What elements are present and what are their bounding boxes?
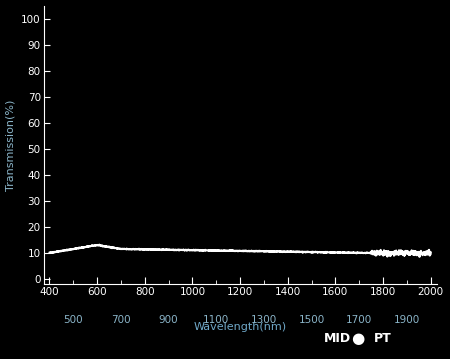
- X-axis label: Wavelength(nm): Wavelength(nm): [194, 322, 287, 332]
- Text: 1500: 1500: [298, 315, 325, 325]
- Text: ●: ●: [351, 331, 364, 346]
- Text: 1100: 1100: [203, 315, 230, 325]
- Text: 1900: 1900: [394, 315, 420, 325]
- Text: 1300: 1300: [251, 315, 277, 325]
- Y-axis label: Transmission(%): Transmission(%): [5, 99, 16, 191]
- Text: 1700: 1700: [346, 315, 372, 325]
- Text: 500: 500: [63, 315, 83, 325]
- Text: MID: MID: [324, 332, 351, 345]
- Text: PT: PT: [374, 332, 391, 345]
- Text: 700: 700: [111, 315, 131, 325]
- Text: 900: 900: [159, 315, 178, 325]
